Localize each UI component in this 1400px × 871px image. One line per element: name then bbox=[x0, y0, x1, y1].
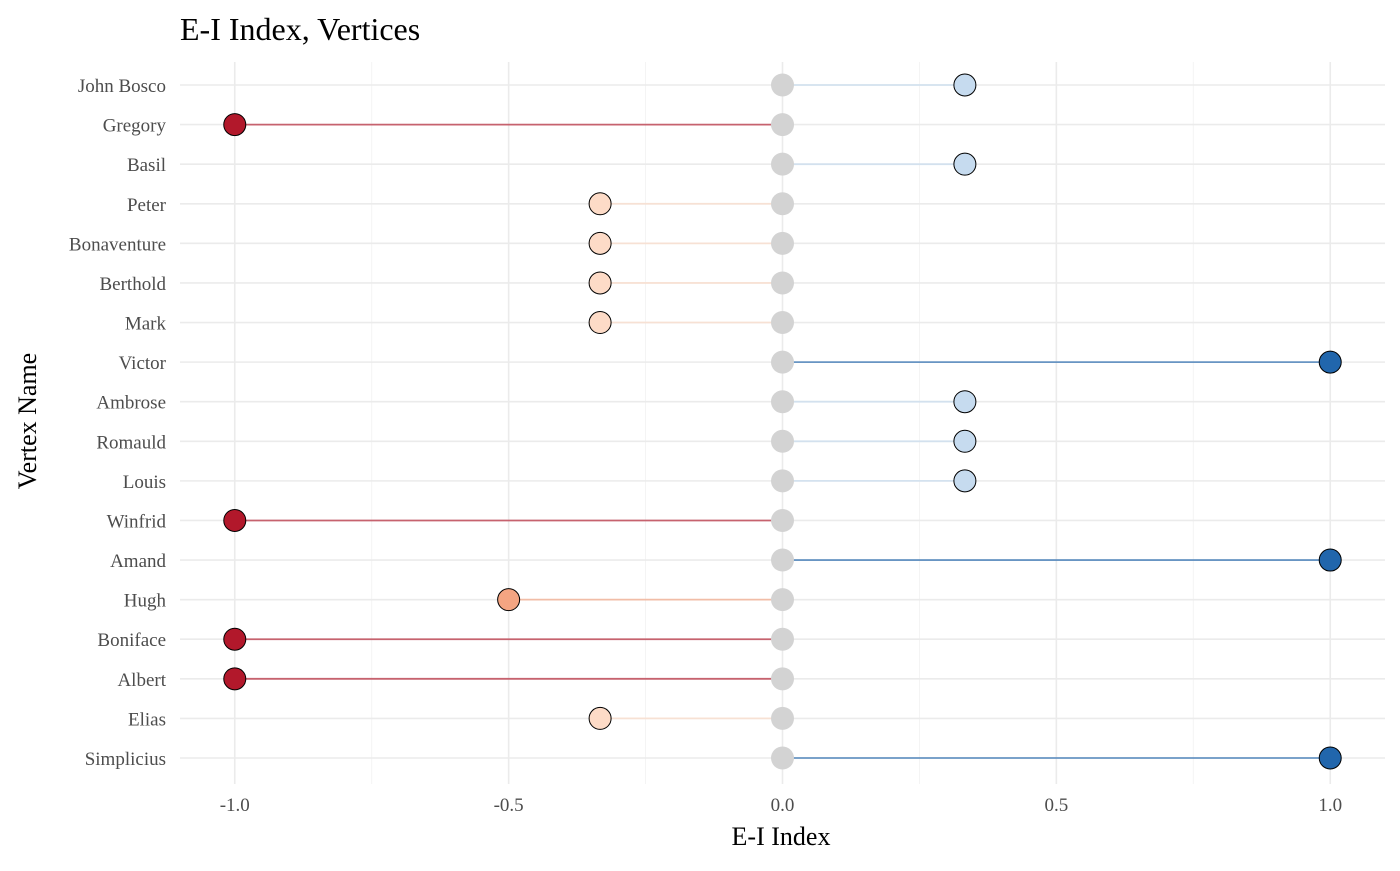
y-axis-title: Vertex Name bbox=[13, 353, 42, 489]
baseline-point bbox=[771, 469, 794, 493]
y-category-label: Louis bbox=[123, 472, 166, 493]
baseline-point bbox=[771, 746, 794, 770]
baseline-point bbox=[771, 429, 794, 453]
data-point bbox=[1318, 548, 1342, 572]
x-tick-label: 1.0 bbox=[1318, 795, 1342, 816]
y-category-label: Hugh bbox=[124, 591, 167, 612]
data-point bbox=[588, 192, 612, 216]
data-point bbox=[223, 508, 247, 532]
y-category-label: Simplicius bbox=[85, 749, 166, 770]
data-point bbox=[588, 706, 612, 730]
y-category-label: Albert bbox=[117, 670, 166, 691]
baseline-point bbox=[771, 667, 794, 691]
data-point bbox=[1318, 350, 1342, 374]
baseline-point bbox=[771, 113, 794, 137]
baseline-point bbox=[771, 508, 794, 532]
data-point bbox=[953, 152, 977, 176]
y-category-label: Amand bbox=[110, 551, 166, 572]
x-tick-label: -1.0 bbox=[220, 795, 250, 816]
baseline-point bbox=[771, 152, 794, 176]
x-axis-ticks: -1.0 -0.5 0.0 0.5 1.0 bbox=[220, 795, 1342, 816]
data-point bbox=[588, 231, 612, 255]
data-point bbox=[588, 271, 612, 295]
data-point bbox=[953, 469, 977, 493]
x-tick-label: 0.5 bbox=[1044, 795, 1068, 816]
baseline-point bbox=[771, 627, 794, 651]
y-category-label: Peter bbox=[127, 195, 167, 216]
y-category-label: Romauld bbox=[96, 432, 166, 453]
y-category-label: Basil bbox=[127, 155, 166, 176]
baseline-point bbox=[771, 192, 794, 216]
x-axis-title: E-I Index bbox=[732, 822, 831, 851]
chart-title: E-I Index, Vertices bbox=[180, 11, 420, 47]
data-point bbox=[223, 113, 247, 137]
baseline-point bbox=[771, 588, 794, 612]
baseline-point bbox=[771, 271, 794, 295]
y-category-label: Mark bbox=[125, 314, 167, 335]
y-category-label: Gregory bbox=[103, 116, 167, 137]
baseline-point bbox=[771, 548, 794, 572]
y-category-label: Ambrose bbox=[96, 393, 166, 414]
data-point bbox=[588, 311, 612, 335]
baseline-point bbox=[771, 73, 794, 97]
data-point bbox=[223, 667, 247, 691]
baseline-point bbox=[771, 706, 794, 730]
lollipop-sticks bbox=[234, 84, 1331, 759]
data-point bbox=[497, 588, 521, 612]
y-category-label: Berthold bbox=[100, 274, 167, 295]
data-point bbox=[1318, 746, 1342, 770]
y-axis-categories: John Bosco Gregory Basil Peter Bonaventure Be… bbox=[69, 76, 167, 770]
data-point bbox=[953, 390, 977, 414]
y-category-label: Winfrid bbox=[107, 511, 167, 532]
baseline-point bbox=[771, 350, 794, 374]
x-tick-label: -0.5 bbox=[494, 795, 524, 816]
x-tick-label: 0.0 bbox=[771, 795, 795, 816]
y-category-label: Victor bbox=[119, 353, 167, 374]
lollipop-points bbox=[223, 73, 1342, 770]
baseline-point bbox=[771, 311, 794, 335]
data-point bbox=[953, 73, 977, 97]
baseline-point bbox=[771, 390, 794, 414]
y-category-label: Boniface bbox=[97, 630, 166, 651]
baseline-point bbox=[771, 231, 794, 255]
y-category-label: Bonaventure bbox=[69, 234, 166, 255]
y-category-label: Elias bbox=[128, 709, 166, 730]
data-point bbox=[223, 627, 247, 651]
y-category-label: John Bosco bbox=[78, 76, 166, 97]
data-point bbox=[953, 429, 977, 453]
